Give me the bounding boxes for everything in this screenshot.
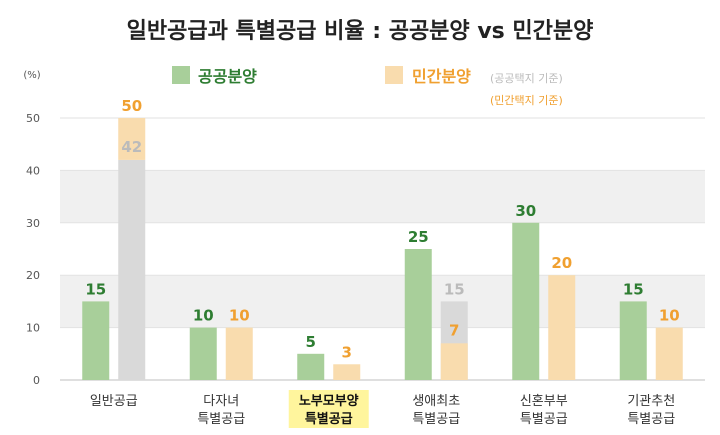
bar-public	[619, 301, 647, 380]
y-unit-label: (%)	[23, 70, 40, 81]
value-label-public: 30	[515, 202, 536, 220]
value-label-private-land: 15	[444, 280, 465, 298]
legend-note-private-land: (공공택지 기준)	[490, 72, 563, 85]
value-label-public: 15	[623, 280, 644, 298]
legend-swatch-private	[385, 66, 403, 84]
category-label: 특별공급	[412, 412, 460, 427]
bar-private	[225, 327, 253, 380]
bars	[82, 118, 683, 380]
value-label-private-land: 42	[121, 138, 142, 156]
value-label-private: 10	[659, 307, 680, 325]
value-label-private: 10	[229, 307, 250, 325]
category-label: 특별공급	[627, 412, 675, 427]
grid-band	[60, 170, 705, 223]
grid-lines	[60, 117, 705, 381]
bar-private	[333, 364, 361, 380]
legend-note-overlay: (민간택지 기준)	[490, 94, 563, 107]
value-label-private: 50	[121, 97, 142, 115]
value-label-public: 5	[306, 333, 316, 351]
y-tick-label: 50	[26, 112, 40, 125]
y-tick-label: 40	[26, 164, 40, 177]
bar-public	[82, 301, 110, 380]
value-label-public: 10	[193, 307, 214, 325]
legend-swatch-public	[172, 66, 190, 84]
y-tick-label: 30	[26, 217, 40, 230]
chart-title: 일반공급과 특별공급 비율 : 공공분양 vs 민간분양	[127, 19, 594, 44]
legend-label-public: 공공분양	[198, 67, 257, 86]
bar-public	[189, 327, 217, 380]
legend-label-private: 민간분양	[412, 67, 471, 86]
bar-private	[440, 343, 468, 380]
category-label: 특별공급	[305, 411, 353, 427]
value-label-public: 15	[85, 280, 106, 298]
legend: 공공분양 민간분양 (공공택지 기준) (민간택지 기준)	[172, 66, 563, 107]
bar-private	[118, 118, 146, 160]
category-label: 생애최초	[412, 394, 460, 409]
category-label: 노부모부양	[299, 394, 359, 409]
bar-private-land	[118, 159, 146, 380]
bar-private	[655, 327, 683, 380]
y-tick-label: 0	[33, 374, 40, 387]
grid-band	[60, 275, 705, 328]
y-tick-label: 20	[26, 269, 40, 282]
category-label: 기관추천	[627, 394, 675, 409]
y-tick-label: 10	[26, 322, 40, 335]
value-label-private: 3	[342, 343, 352, 361]
value-label-private: 7	[449, 321, 459, 339]
y-axis: 0 10 20 30 40 50	[26, 112, 40, 387]
category-label: 특별공급	[520, 412, 568, 427]
bar-public	[512, 222, 540, 380]
value-label-private: 20	[551, 254, 572, 272]
bar-private	[548, 275, 576, 380]
category-label: 일반공급	[90, 394, 138, 409]
grid-bands	[60, 170, 705, 328]
bar-public	[297, 353, 325, 380]
category-label: 다자녀	[203, 394, 239, 409]
category-highlight	[288, 390, 369, 428]
value-label-public: 25	[408, 228, 429, 246]
category-label: 신혼부부	[520, 394, 568, 409]
value-labels: 15 50 42 10 10 5 3 25 15 7 30 20 15 10	[85, 97, 679, 361]
bar-public	[404, 249, 432, 380]
category-label: 특별공급	[197, 412, 245, 427]
